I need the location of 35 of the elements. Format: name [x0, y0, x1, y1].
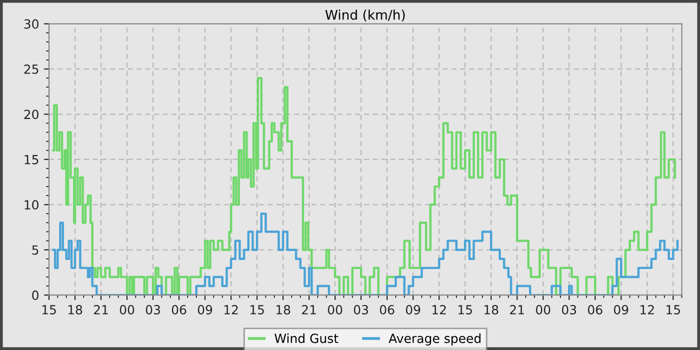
y-tick-label: 10 [24, 200, 38, 210]
y-tick-label: 20 [24, 110, 38, 120]
chart-title: Wind (km/h) [325, 10, 405, 22]
x-tick-label: 00 [328, 304, 342, 314]
x-tick-label: 00 [536, 304, 550, 314]
x-tick-label: 06 [172, 304, 186, 314]
x-tick-label: 15 [42, 305, 56, 314]
x-tick-label: 03 [562, 304, 576, 314]
x-tick-label: 15 [250, 305, 264, 314]
x-tick-label: 06 [380, 304, 394, 314]
legend-label: Average speed [388, 333, 480, 346]
x-tick-label: 18 [276, 304, 290, 314]
x-tick-label: 09 [614, 304, 628, 314]
y-tick-label: 25 [24, 64, 38, 74]
x-tick-label: 12 [640, 304, 654, 314]
x-tick-label: 21 [510, 304, 524, 314]
x-tick-label: 03 [354, 304, 368, 314]
x-tick-label: 03 [146, 304, 160, 314]
x-tick-label: 18 [484, 304, 498, 314]
x-tick-label: 18 [68, 304, 82, 314]
x-tick-label: 09 [406, 304, 420, 314]
legend-label: Wind Gust [274, 333, 338, 344]
x-tick-label: 09 [198, 304, 212, 314]
y-tick-label: 30 [24, 19, 38, 29]
x-tick-label: 12 [432, 304, 446, 314]
x-tick-label: 06 [588, 304, 602, 314]
y-tick-label: 15 [24, 155, 38, 164]
x-tick-label: 21 [94, 304, 108, 314]
x-tick-label: 00 [120, 304, 134, 314]
x-tick-label: 21 [302, 304, 316, 314]
y-tick-label: 5 [32, 245, 38, 255]
x-tick-label: 15 [666, 305, 680, 314]
x-tick-label: 12 [224, 304, 238, 314]
x-tick-label: 15 [458, 305, 472, 314]
y-tick-label: 0 [32, 290, 38, 300]
